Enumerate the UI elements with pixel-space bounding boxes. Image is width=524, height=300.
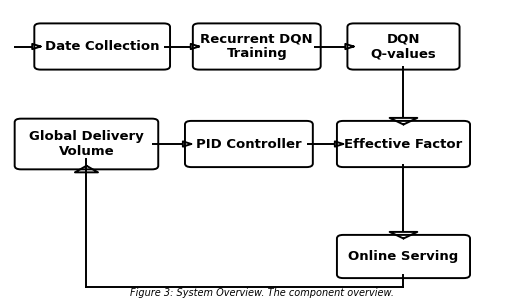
FancyBboxPatch shape [193,23,321,70]
Text: Online Serving: Online Serving [348,250,458,263]
Text: Figure 3: System Overview. The component overview.: Figure 3: System Overview. The component… [130,289,394,298]
FancyBboxPatch shape [337,235,470,278]
FancyBboxPatch shape [185,121,313,167]
FancyBboxPatch shape [35,23,170,70]
FancyBboxPatch shape [347,23,460,70]
Text: Global Delivery
Volume: Global Delivery Volume [29,130,144,158]
Text: Recurrent DQN
Training: Recurrent DQN Training [201,32,313,61]
Text: DQN
Q-values: DQN Q-values [370,32,436,61]
FancyBboxPatch shape [15,118,158,169]
Text: Effective Factor: Effective Factor [344,137,463,151]
Text: PID Controller: PID Controller [196,137,302,151]
Text: Date Collection: Date Collection [45,40,159,53]
FancyBboxPatch shape [337,121,470,167]
